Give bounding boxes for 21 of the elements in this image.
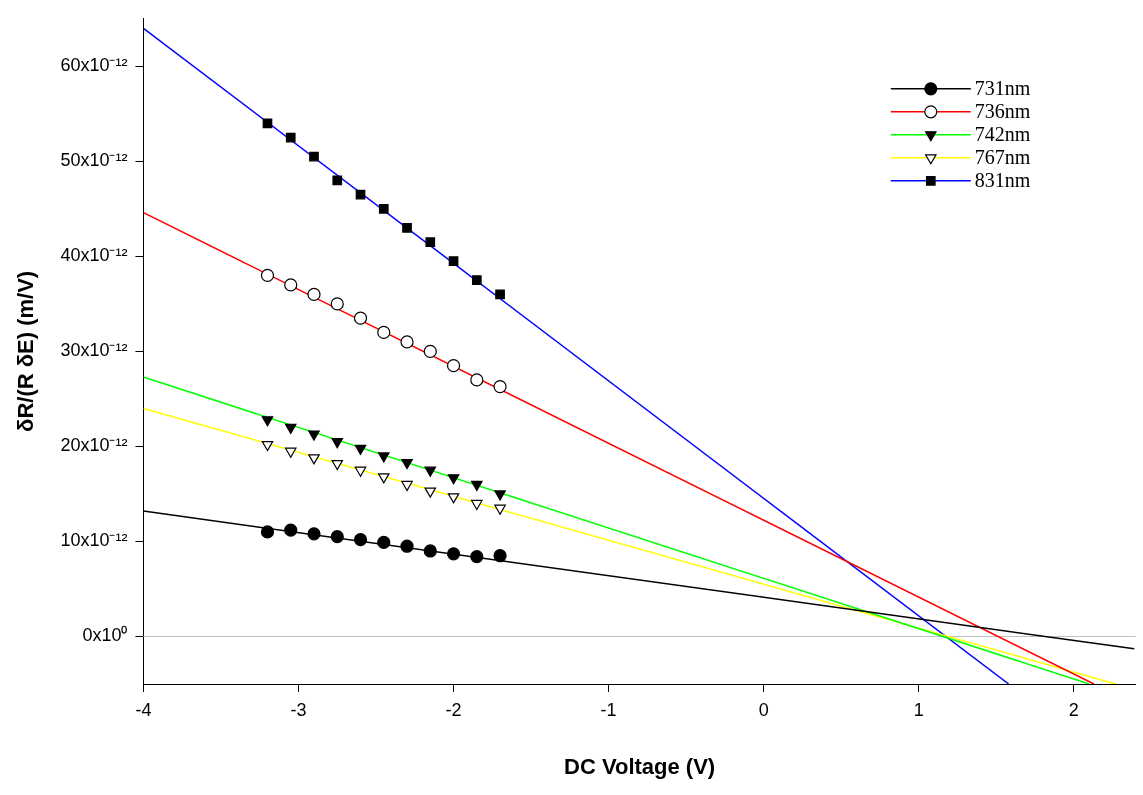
y-tick-label: 60x10⁻¹² — [60, 55, 128, 76]
legend-label: 767nm — [974, 146, 1031, 169]
y-tick-label: 50x10⁻¹² — [60, 150, 128, 171]
y-tick-label: 20x10⁻¹² — [60, 435, 128, 456]
x-tick-label: -2 — [445, 699, 462, 720]
x-tick-label: 0 — [758, 699, 769, 720]
legend-label: 731nm — [974, 77, 1031, 100]
x-axis-title: DC Voltage (V) — [564, 753, 716, 779]
x-tick-label: -1 — [600, 699, 617, 720]
x-tick-label: 1 — [913, 699, 924, 720]
y-tick-label: 10x10⁻¹² — [60, 530, 128, 551]
x-tick-label: -3 — [290, 699, 307, 720]
x-tick-label: -4 — [135, 699, 152, 720]
legend-label: 742nm — [974, 123, 1031, 146]
legend-label: 831nm — [974, 169, 1031, 192]
x-tick-label: 2 — [1068, 699, 1079, 720]
y-tick-label: 0x10⁰ — [82, 625, 128, 646]
y-axis-title: δR/(R δE) (m/V) — [13, 270, 39, 432]
legend-label: 736nm — [974, 100, 1031, 123]
y-tick-label: 30x10⁻¹² — [60, 340, 128, 361]
y-tick-label: 40x10⁻¹² — [60, 245, 128, 266]
